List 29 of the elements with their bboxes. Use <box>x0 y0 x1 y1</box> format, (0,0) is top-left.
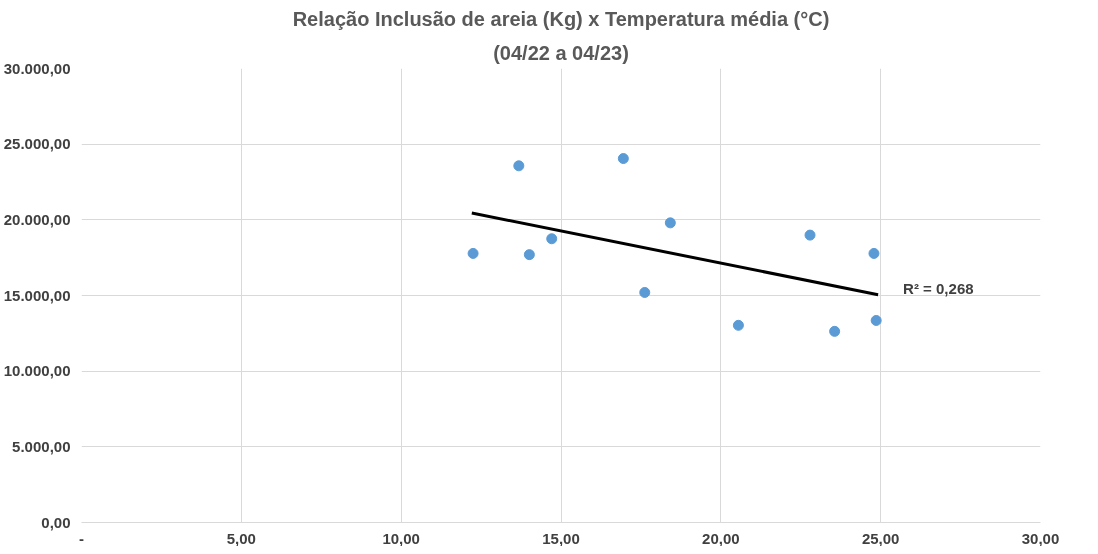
x-tick-label: - <box>79 529 84 547</box>
point <box>523 249 535 261</box>
point <box>804 229 816 241</box>
point <box>664 217 676 229</box>
x-tick-label: 5,00 <box>226 529 256 547</box>
point <box>467 247 479 259</box>
y-tick-label: 5.000,00 <box>12 437 71 455</box>
x-tick-label: 10,00 <box>382 529 420 547</box>
point <box>732 319 744 331</box>
point <box>868 247 880 259</box>
y-tick-label: 30.000,00 <box>3 59 71 77</box>
y-tick-label: 15.000,00 <box>3 286 71 304</box>
x-tick-label: 30,00 <box>1021 529 1060 547</box>
point <box>513 160 525 172</box>
annotation: R² = 0,268 <box>903 279 974 297</box>
chart-title: Relação Inclusão de areia (Kg) x Temperatura média (°C) <box>292 7 830 30</box>
x-tick-label: 20,00 <box>702 529 740 547</box>
point <box>617 153 629 165</box>
point <box>546 233 558 245</box>
point <box>870 314 882 326</box>
y-tick-label: 20.000,00 <box>3 210 71 228</box>
point <box>639 286 651 298</box>
y-tick-label: 25.000,00 <box>3 135 71 153</box>
x-tick-label: 25,00 <box>861 529 900 547</box>
x-tick-label: 15,00 <box>542 529 580 547</box>
y-tick-label: 0,00 <box>41 513 71 531</box>
point <box>829 325 841 337</box>
chart-subtitle: (04/22 a 04/23) <box>493 41 629 64</box>
y-tick-label: 10.000,00 <box>3 362 71 380</box>
